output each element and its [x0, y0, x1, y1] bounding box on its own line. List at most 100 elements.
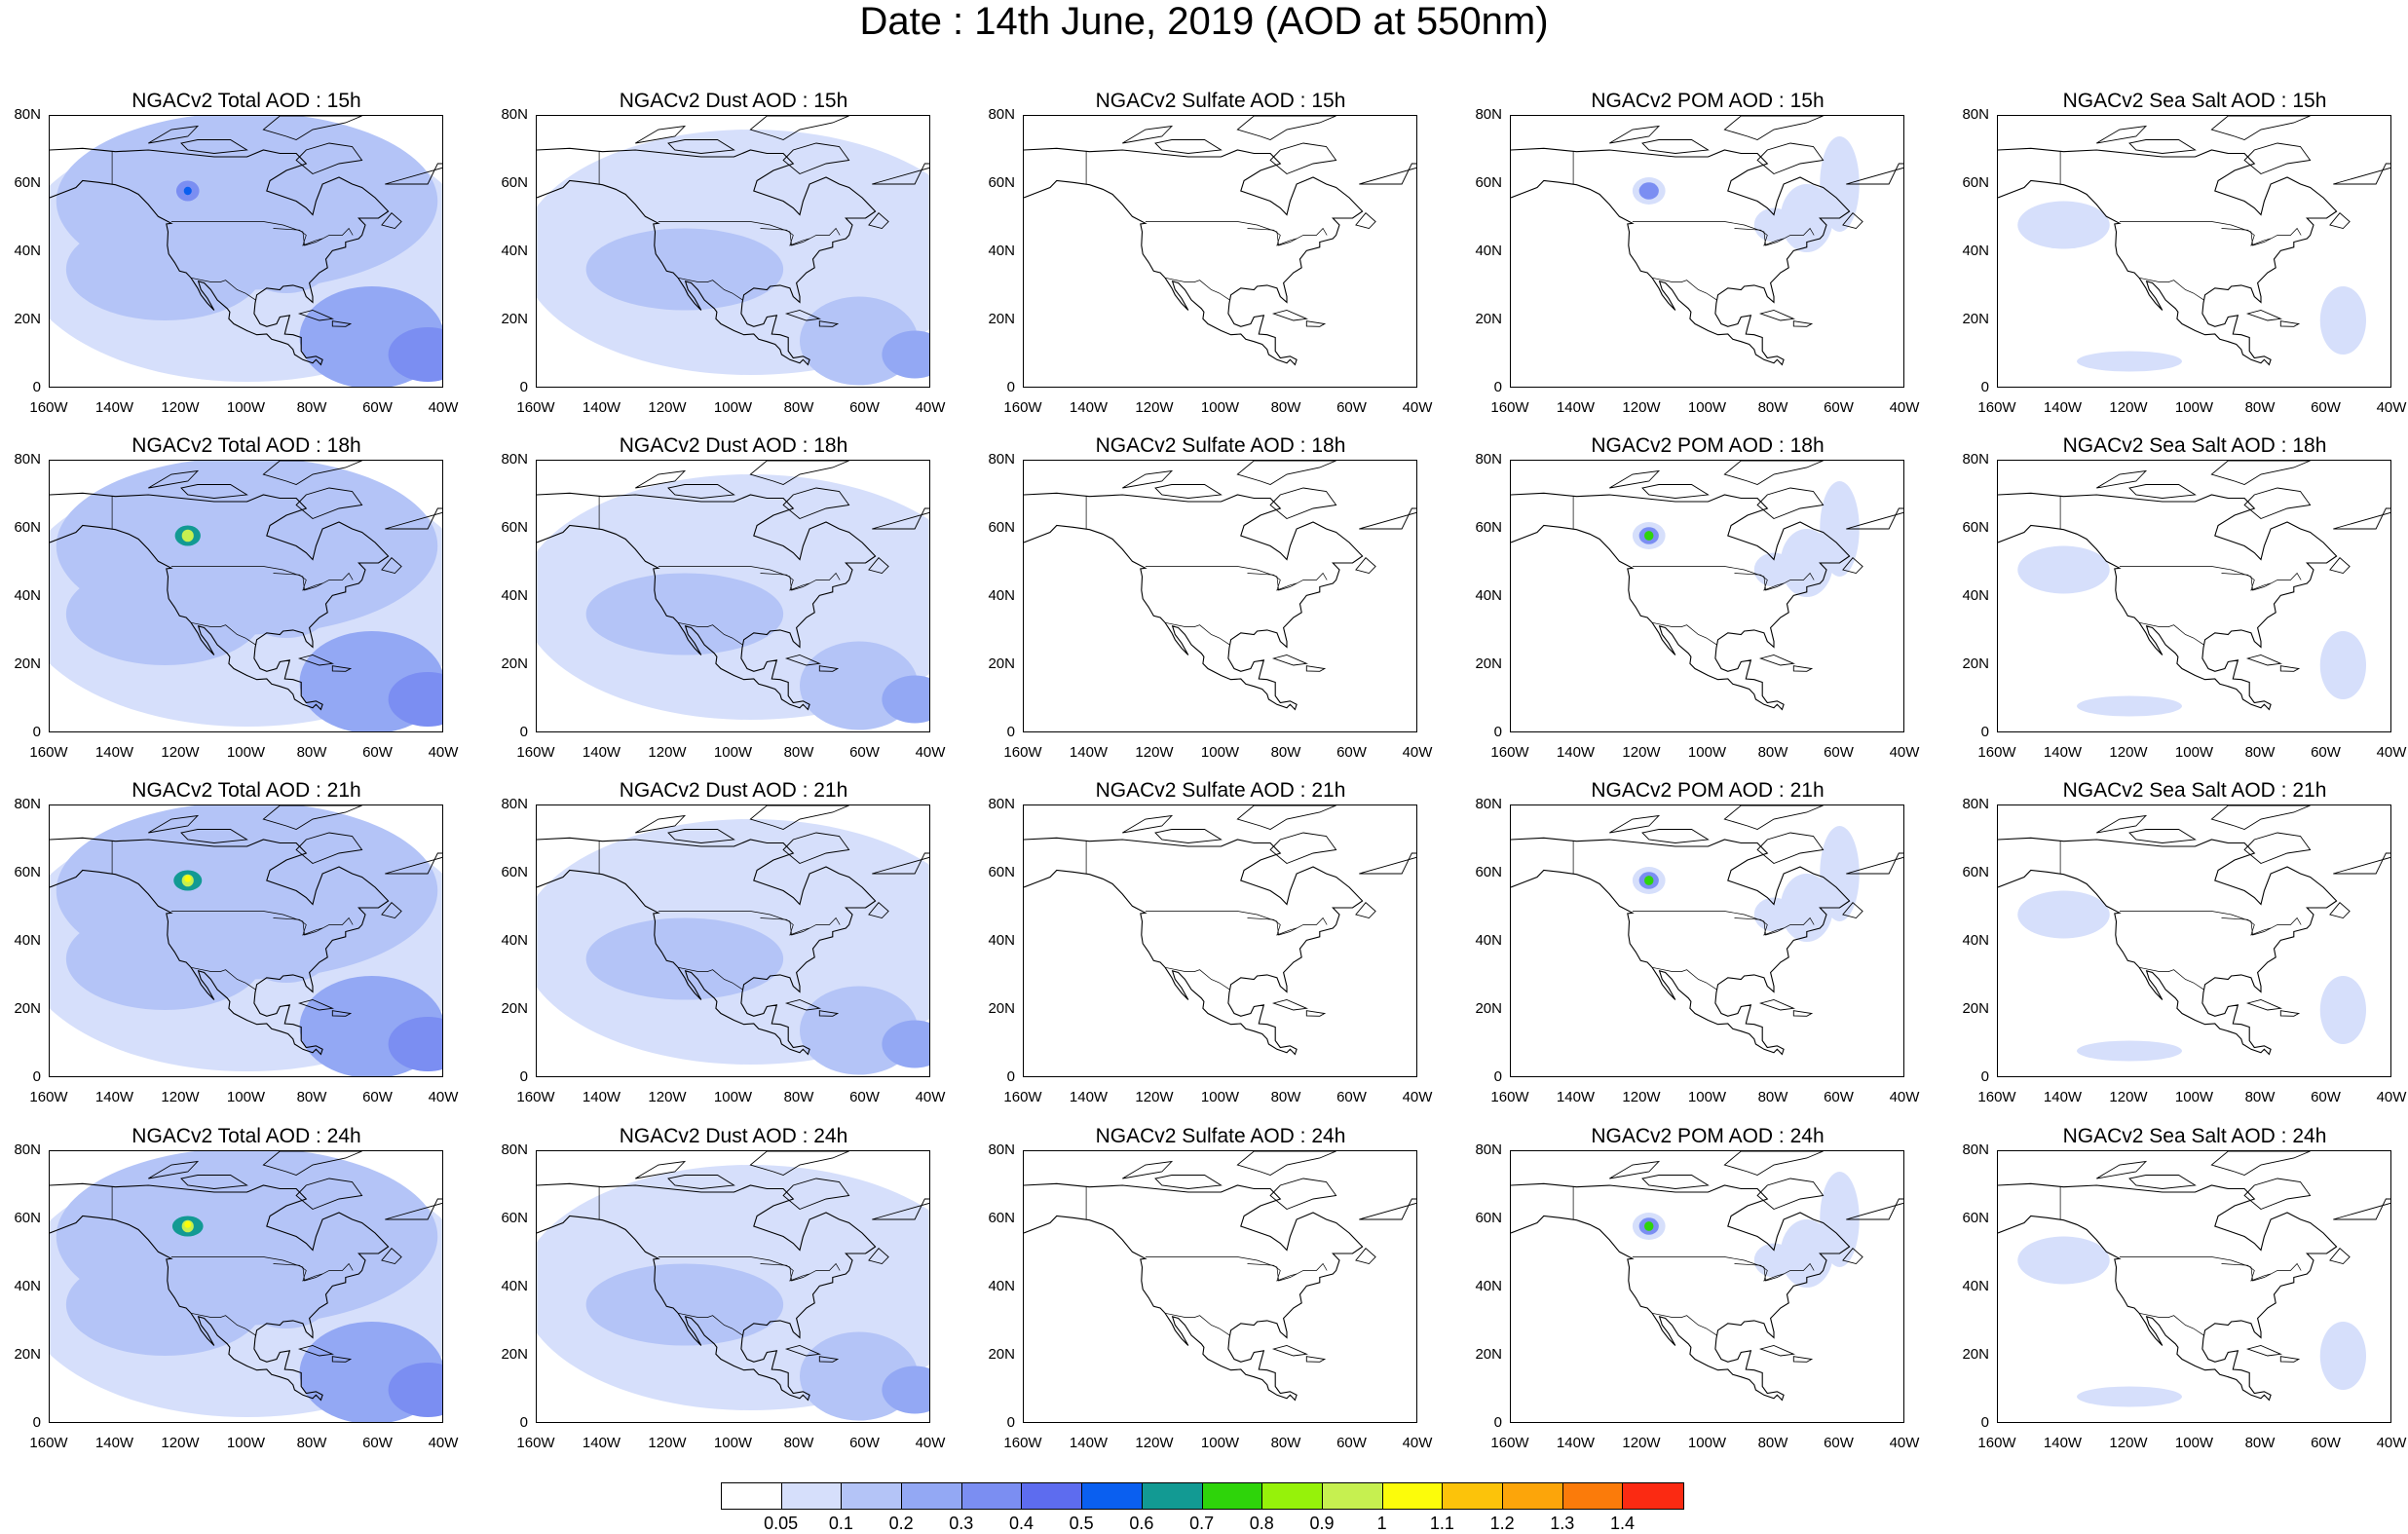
x-tick-label: 60W	[1336, 399, 1367, 416]
x-tick-label: 40W	[915, 1435, 946, 1451]
us-mexico-border	[678, 621, 744, 646]
coastline	[50, 147, 390, 366]
panel-title: NGACv2 Sea Salt AOD : 18h	[2062, 434, 2327, 457]
island-outline	[1723, 805, 1824, 830]
panel-title: NGACv2 Total AOD : 15h	[132, 90, 361, 112]
island-outline	[2333, 852, 2390, 875]
great-lakes	[1247, 573, 1298, 591]
colorbar-label: 0.05	[764, 1514, 799, 1533]
x-tick-label: 60W	[1824, 744, 1854, 761]
y-tick-label: 0	[1493, 1068, 1502, 1085]
x-tick-label: 120W	[2109, 744, 2148, 761]
island-outline	[385, 1198, 442, 1220]
map-plot-area	[536, 804, 930, 1077]
us-mexico-border	[1165, 966, 1231, 991]
y-tick-label: 60N	[14, 174, 41, 191]
y-tick-label: 40N	[988, 243, 1015, 259]
island-outline	[297, 999, 334, 1011]
aod-field-patch	[2077, 351, 2182, 372]
island-outline	[1758, 1345, 1795, 1357]
island-outline	[784, 310, 821, 321]
x-tick-label: 100W	[1200, 1435, 1240, 1451]
aod-field-patch	[1644, 1221, 1654, 1231]
y-tick-label: 40N	[988, 932, 1015, 949]
aod-field-patch	[882, 1366, 929, 1414]
us-canada-border	[1145, 566, 1328, 591]
x-tick-label: 140W	[1556, 744, 1596, 761]
island-outline	[1355, 557, 1376, 575]
y-tick-label: 20N	[1962, 1346, 1989, 1363]
aod-field-patch	[717, 840, 883, 921]
y-tick-label: 80N	[14, 796, 41, 812]
x-tick-label: 80W	[1757, 1089, 1788, 1105]
island-outline	[1271, 1345, 1308, 1357]
x-tick-label: 120W	[161, 399, 200, 416]
coastline	[1024, 1182, 1364, 1402]
island-outline	[2243, 142, 2312, 175]
us-mexico-border	[678, 966, 744, 991]
y-tick-label: 20N	[501, 1346, 528, 1363]
x-tick-label: 60W	[362, 399, 393, 416]
island-outline	[667, 139, 735, 154]
x-tick-label: 140W	[1069, 1435, 1109, 1451]
map-panel-grid: NGACv2 Total AOD : 15h 80N 60N 40N 20N 0 160W 1…	[14, 90, 2406, 1451]
island-outline	[1271, 655, 1308, 666]
x-tick-label: 60W	[362, 744, 393, 761]
y-tick-label: 60N	[1962, 1210, 1989, 1226]
y-tick-label: 60N	[501, 519, 528, 536]
aod-field-patch	[1638, 182, 1659, 200]
aod-field-patch	[1644, 531, 1654, 541]
aod-field-patch	[2017, 545, 2110, 594]
great-lakes	[1247, 228, 1298, 246]
x-tick-label: 120W	[1135, 1435, 1174, 1451]
us-mexico-border	[191, 621, 257, 646]
map-svg	[1998, 461, 2390, 717]
panel-title: NGACv2 Sulfate AOD : 24h	[1095, 1125, 1346, 1147]
panel-title: NGACv2 Dust AOD : 21h	[619, 779, 848, 802]
us-canada-border	[658, 221, 841, 246]
x-tick-label: 120W	[648, 1089, 687, 1105]
x-tick-label: 140W	[94, 399, 134, 416]
great-lakes	[273, 573, 323, 591]
great-lakes	[1734, 573, 1785, 591]
great-lakes	[2221, 917, 2272, 936]
island-outline	[381, 557, 402, 575]
us-canada-border	[170, 566, 354, 591]
y-tick-label: 0	[1006, 1414, 1015, 1431]
y-tick-label: 60N	[988, 1210, 1015, 1226]
island-outline	[1723, 461, 1824, 485]
map-plot-area	[49, 1150, 443, 1423]
island-outline	[1359, 852, 1416, 875]
island-outline	[818, 320, 840, 327]
island-outline	[667, 829, 735, 843]
aod-colorbar	[721, 1482, 1684, 1510]
x-tick-label: 140W	[2043, 1435, 2083, 1451]
y-tick-label: 60N	[988, 174, 1015, 191]
island-outline	[2096, 125, 2148, 144]
x-tick-label: 120W	[161, 1089, 200, 1105]
island-outline	[818, 1010, 840, 1017]
x-tick-label: 160W	[1977, 744, 2016, 761]
y-tick-label: 60N	[988, 519, 1015, 536]
x-tick-label: 40W	[1402, 1089, 1433, 1105]
map-plot-area	[1023, 115, 1417, 388]
y-tick-label: 20N	[1962, 655, 1989, 672]
island-outline	[2333, 163, 2390, 185]
coastline	[50, 1182, 390, 1402]
x-tick-label: 60W	[1824, 1435, 1854, 1451]
x-tick-label: 140W	[2043, 1089, 2083, 1105]
x-tick-label: 100W	[226, 1089, 266, 1105]
aod-field-patch	[717, 495, 883, 577]
panel-title: NGACv2 Dust AOD : 18h	[619, 434, 848, 457]
aod-field-patch	[388, 672, 442, 727]
island-outline	[1154, 139, 1223, 154]
x-tick-label: 60W	[362, 1089, 393, 1105]
y-tick-label: 40N	[1475, 1278, 1502, 1294]
map-svg	[1024, 116, 1416, 366]
colorbar-swatch	[781, 1483, 843, 1509]
x-tick-label: 160W	[1490, 1089, 1529, 1105]
y-tick-label: 80N	[988, 796, 1015, 812]
island-outline	[667, 1175, 735, 1189]
x-tick-label: 100W	[2174, 399, 2214, 416]
aod-field-patch	[184, 875, 192, 882]
